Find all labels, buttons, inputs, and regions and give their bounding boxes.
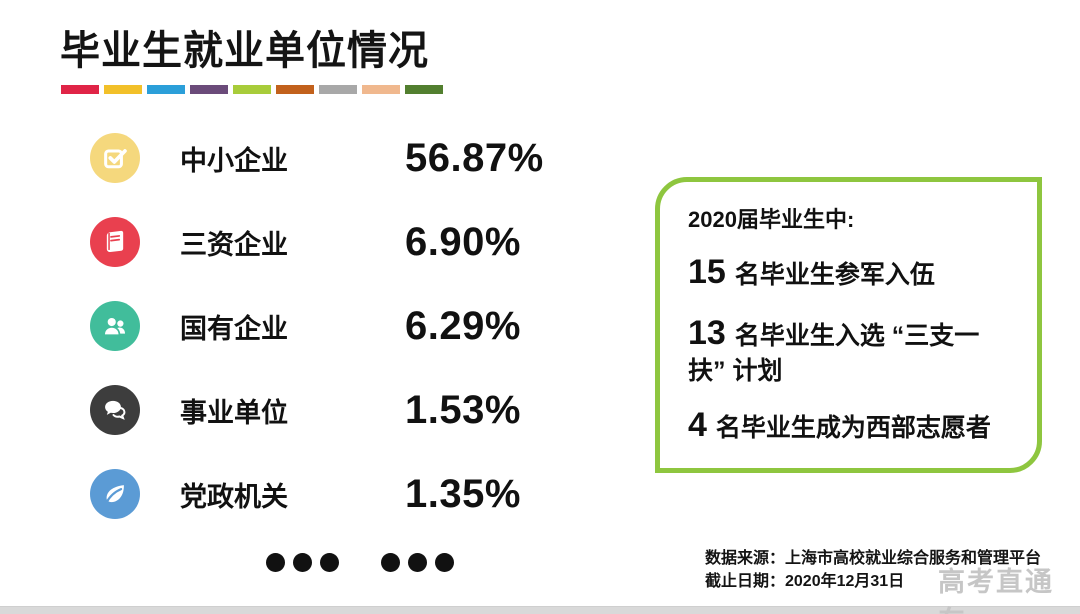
callout-number: 4 — [688, 406, 707, 445]
callout-text: 名毕业生成为西部志愿者 — [715, 414, 991, 443]
dot — [381, 553, 400, 572]
accent-dash — [147, 85, 185, 94]
stat-label: 国有企业 — [180, 313, 288, 344]
dot — [435, 553, 454, 572]
stat-value: 1.35% — [405, 471, 521, 516]
stat-label: 事业单位 — [180, 397, 288, 428]
page-title: 毕业生就业单位情况 — [60, 29, 429, 73]
callout-item: 13 名毕业生入选 “三支一扶” 计划 — [688, 312, 1015, 388]
book-icon — [90, 217, 140, 267]
callout-item: 4 名毕业生成为西部志愿者 — [688, 404, 1015, 448]
dot-group — [381, 553, 454, 572]
check-square-icon — [90, 133, 140, 183]
accent-dash — [319, 85, 357, 94]
dot — [320, 553, 339, 572]
watermark: 高考直通车 — [938, 567, 1054, 614]
list-item: 国有企业 6.29% — [90, 284, 544, 368]
users-icon — [90, 301, 140, 351]
ellipsis-dots — [266, 553, 454, 572]
stat-value: 6.29% — [405, 303, 521, 348]
list-item: 党政机关 1.35% — [90, 452, 544, 536]
list-item: 中小企业 56.87% — [90, 116, 544, 200]
stat-label: 中小企业 — [180, 145, 288, 176]
callout-text: 名毕业生参军入伍 — [734, 261, 935, 289]
chat-bubbles-icon — [90, 385, 140, 435]
accent-dash — [190, 85, 228, 94]
stat-value: 1.53% — [405, 387, 521, 432]
stat-label: 党政机关 — [180, 481, 288, 512]
callout-number: 15 — [688, 253, 726, 291]
deadline-line: 截止日期：2020年12月31日 — [705, 573, 905, 591]
stat-label: 三资企业 — [180, 229, 288, 260]
accent-dash — [362, 85, 400, 94]
callout-number: 13 — [688, 313, 726, 352]
accent-dash — [276, 85, 314, 94]
list-item: 三资企业 6.90% — [90, 200, 544, 284]
accent-dash — [104, 85, 142, 94]
callout-text: 名毕业生入选 “三支一扶” 计划 — [688, 321, 980, 386]
data-source-note: 数据来源：上海市高校就业综合服务和管理平台 截止日期：2020年12月31日 — [705, 547, 1041, 593]
source-line: 数据来源：上海市高校就业综合服务和管理平台 — [705, 550, 1042, 567]
callout-heading: 2020届毕业生中: — [688, 207, 855, 232]
stat-value: 56.87% — [405, 135, 544, 180]
highlights-callout-box: 2020届毕业生中: 15 名毕业生参军入伍 13 名毕业生入选 “三支一扶” 计划… — [655, 177, 1042, 473]
dot-group — [266, 553, 339, 572]
dot — [266, 553, 285, 572]
accent-dash-row — [61, 85, 443, 94]
list-item: 事业单位 1.53% — [90, 368, 544, 452]
dot — [408, 553, 427, 572]
dot — [293, 553, 312, 572]
accent-dash — [233, 85, 271, 94]
leaf-icon — [90, 469, 140, 519]
callout-item: 15 名毕业生参军入伍 — [688, 251, 1015, 295]
accent-dash — [61, 85, 99, 94]
bottom-edge-strip — [0, 606, 1080, 614]
accent-dash — [405, 85, 443, 94]
stat-value: 6.90% — [405, 219, 521, 264]
employment-stats-list: 中小企业 56.87% 三资企业 6.90% — [90, 116, 544, 536]
